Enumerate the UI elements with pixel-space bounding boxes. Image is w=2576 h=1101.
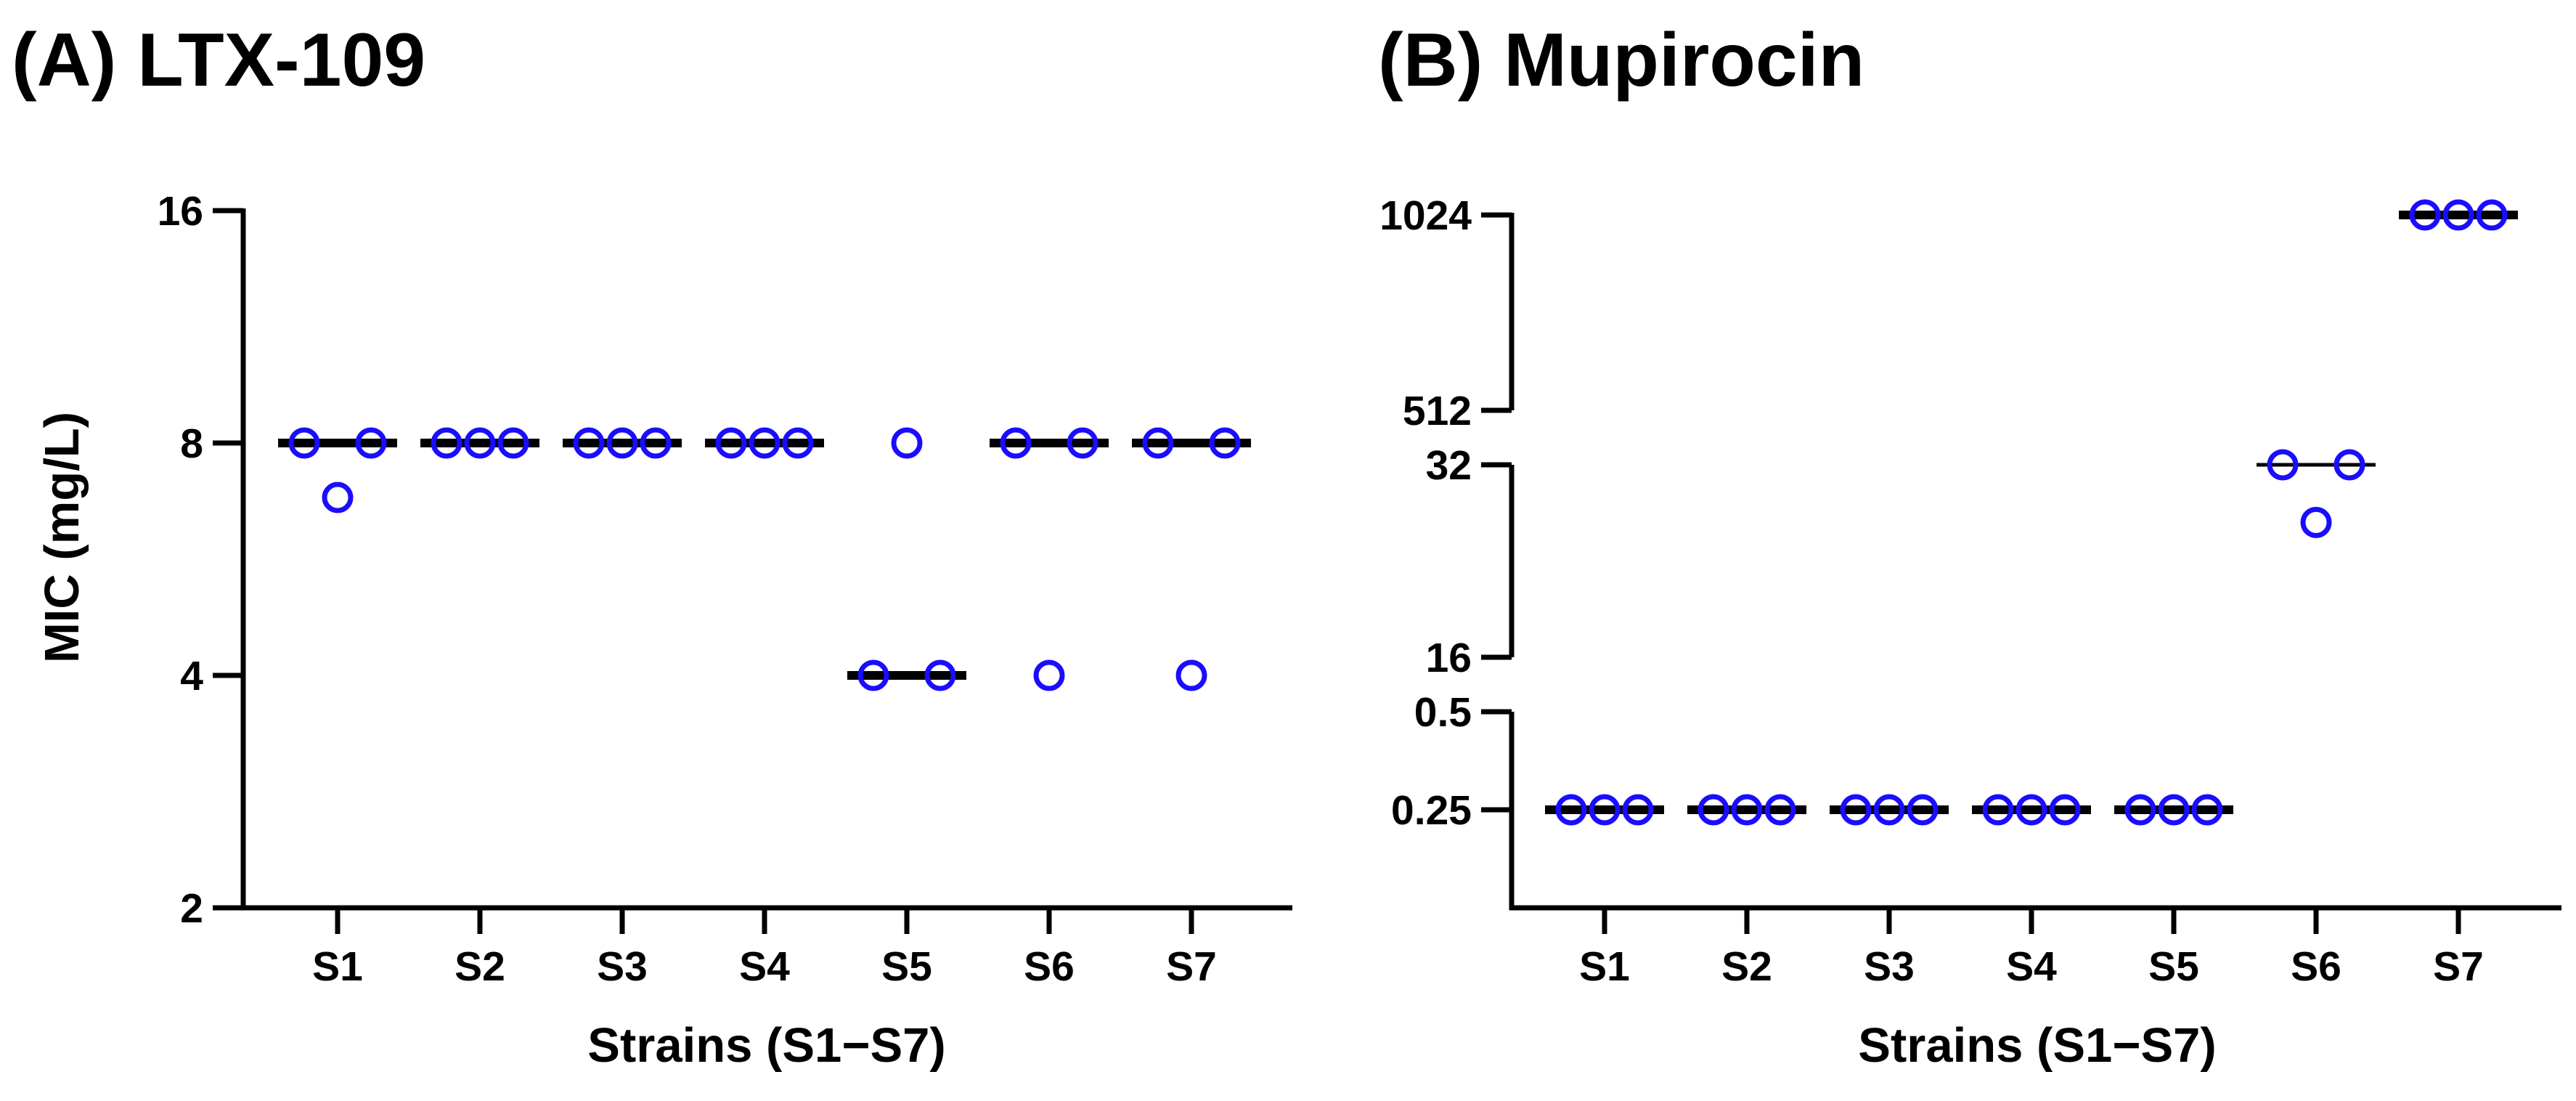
panel-b-x-tick-label: S3 (1864, 943, 1915, 990)
panel-b-point-s6 (2334, 449, 2365, 481)
panel-b-tick-labels: 0.25 0.5 16 32 512 1024 S1 S2 S3 S4 S5 S6 S7 (1379, 192, 2484, 990)
panel-a-y-tick-label: 2 (180, 885, 203, 932)
panel-a-point-s3 (606, 427, 638, 459)
panel-a-point-s2 (464, 427, 496, 459)
panel-b-axes (1481, 212, 2561, 911)
panel-a-point-s4 (715, 427, 747, 459)
panel-b-y-tick-label: 0.5 (1414, 689, 1472, 736)
panel-b-point-s5 (2191, 794, 2223, 826)
panel-a-point-s7 (1142, 427, 1174, 459)
panel-b-point-s6 (2267, 449, 2299, 481)
panel-b-point-s4 (1982, 794, 2014, 826)
panel-a-point-s5 (924, 659, 956, 691)
panel-b-y-tick-label: 1024 (1379, 192, 1472, 239)
panel-b-x-tick-label: S5 (2148, 943, 2199, 990)
panel-a-title: (A) LTX-109 (12, 18, 425, 102)
panel-a-data-points (288, 427, 1241, 691)
panel-b-point-s1 (1589, 794, 1621, 826)
panel-b-y-tick-label: 0.25 (1391, 787, 1472, 834)
panel-a-point-s4 (782, 427, 814, 459)
panel-b-point-s2 (1697, 794, 1729, 826)
panel-a-point-s5 (857, 659, 889, 691)
panel-a-x-axis-title: Strains (S1−S7) (587, 1018, 945, 1073)
panel-b-y-tick-label: 32 (1426, 442, 1472, 489)
panel-a-tick-labels: 2 4 8 16 S1 S2 S3 S4 S5 S6 S7 (158, 188, 1217, 990)
panel-a-point-s4 (749, 427, 780, 459)
panel-a-point-s3 (640, 427, 672, 459)
panel-a-x-tick-label: S2 (455, 943, 505, 990)
panel-b-point-s2 (1764, 794, 1796, 826)
panel-b-x-tick-label: S2 (1721, 943, 1772, 990)
panel-b-x-axis-title: Strains (S1−S7) (1858, 1018, 2216, 1073)
panel-b-point-s5 (2158, 794, 2190, 826)
panel-a-y-axis-title: MIC (mg/L) (35, 412, 89, 663)
panel-b-point-s4 (2015, 794, 2047, 826)
panel-a-point-s2 (431, 427, 462, 459)
panel-a-point-s6 (1067, 427, 1099, 459)
panel-a-point-s6 (1033, 659, 1065, 691)
panel-b-point-s1 (1555, 794, 1587, 826)
panel-b-point-s7 (2442, 199, 2474, 231)
panel-b-point-s3 (1840, 794, 1872, 826)
panel-a-x-tick-label: S7 (1166, 943, 1217, 990)
panel-a-x-tick-label: S3 (597, 943, 648, 990)
panel-a-point-s6 (1000, 427, 1032, 459)
panel-b-point-s7 (2476, 199, 2508, 231)
panel-a-point-s5 (891, 427, 923, 459)
panel-b-point-s3 (1873, 794, 1905, 826)
panel-a-ltx-109: (A) LTX-109 MIC (mg/L) Strains (S1−S7) 2… (12, 18, 1292, 1073)
panel-a-point-s7 (1209, 427, 1241, 459)
panel-b-data-points (1555, 199, 2508, 826)
panel-b-x-tick-label: S7 (2433, 943, 2484, 990)
panel-a-axes (213, 208, 1292, 911)
panel-b-x-tick-label: S6 (2291, 943, 2341, 990)
panel-a-point-s1 (322, 482, 354, 513)
panel-b-point-s3 (1907, 794, 1939, 826)
panel-b-point-s4 (2049, 794, 2081, 826)
panel-b-point-s1 (1622, 794, 1654, 826)
panel-a-y-tick-label: 16 (158, 188, 203, 235)
panel-a-x-tick-label: S6 (1024, 943, 1075, 990)
panel-b-point-s2 (1731, 794, 1763, 826)
panel-a-point-s1 (355, 427, 387, 459)
panel-b-x-tick-label: S4 (2006, 943, 2057, 990)
panel-b-x-tick-label: S1 (1579, 943, 1630, 990)
panel-a-y-tick-label: 8 (180, 421, 203, 467)
panel-a-point-s1 (288, 427, 320, 459)
panel-a-x-tick-label: S5 (881, 943, 932, 990)
panel-b-point-s6 (2300, 506, 2332, 538)
panel-b-y-tick-label: 512 (1403, 388, 1472, 434)
panel-a-median-lines (278, 439, 1251, 680)
panel-a-point-s3 (573, 427, 605, 459)
panel-b-y-tick-label: 16 (1426, 635, 1472, 681)
panel-a-point-s2 (497, 427, 529, 459)
panel-a-x-tick-label: S4 (739, 943, 790, 990)
panel-b-title: (B) Mupirocin (1378, 18, 1864, 102)
panel-a-point-s7 (1175, 659, 1207, 691)
panel-b-point-s5 (2124, 794, 2156, 826)
panel-b-mupirocin: (B) Mupirocin Strains (S1−S7) 0.25 0.5 16 3… (1378, 18, 2561, 1073)
panel-a-x-tick-label: S1 (312, 943, 363, 990)
panel-a-y-tick-label: 4 (180, 653, 203, 699)
panel-b-point-s7 (2409, 199, 2441, 231)
panel-b-median-lines (1545, 211, 2518, 814)
